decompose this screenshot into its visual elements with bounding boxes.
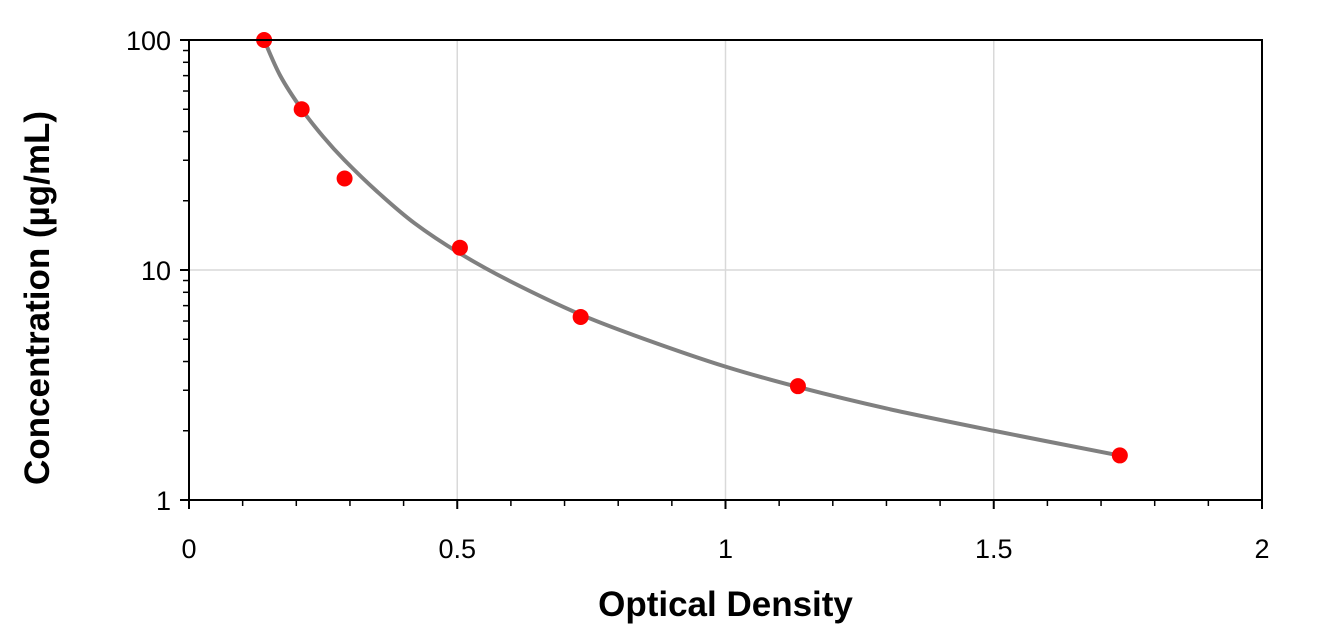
fit-curve-layer (262, 38, 1122, 458)
fit-curve-line (262, 38, 1122, 458)
data-point (1111, 447, 1128, 464)
x-tick-label: 1 (718, 534, 733, 564)
data-points-layer (256, 32, 1128, 464)
data-point (789, 378, 806, 395)
x-axis-title: Optical Density (598, 585, 853, 624)
x-tick-label: 1.5 (975, 534, 1013, 564)
data-point (336, 170, 353, 187)
grid (189, 40, 1262, 500)
x-tick-label: 2 (1254, 534, 1269, 564)
tick-labels: 0 0.5 1 1.5 2 1 10 100 (126, 26, 1270, 564)
y-tick-label: 10 (141, 256, 171, 286)
axis-ticks (180, 39, 1263, 509)
data-point (451, 239, 468, 256)
x-tick-label: 0.5 (438, 534, 476, 564)
x-tick-label: 0 (181, 534, 196, 564)
y-tick-label: 100 (126, 26, 171, 56)
data-point (572, 308, 589, 325)
y-axis-title: Concentration (µg/mL) (18, 111, 57, 485)
data-point (293, 101, 310, 118)
y-tick-label: 1 (156, 486, 171, 516)
